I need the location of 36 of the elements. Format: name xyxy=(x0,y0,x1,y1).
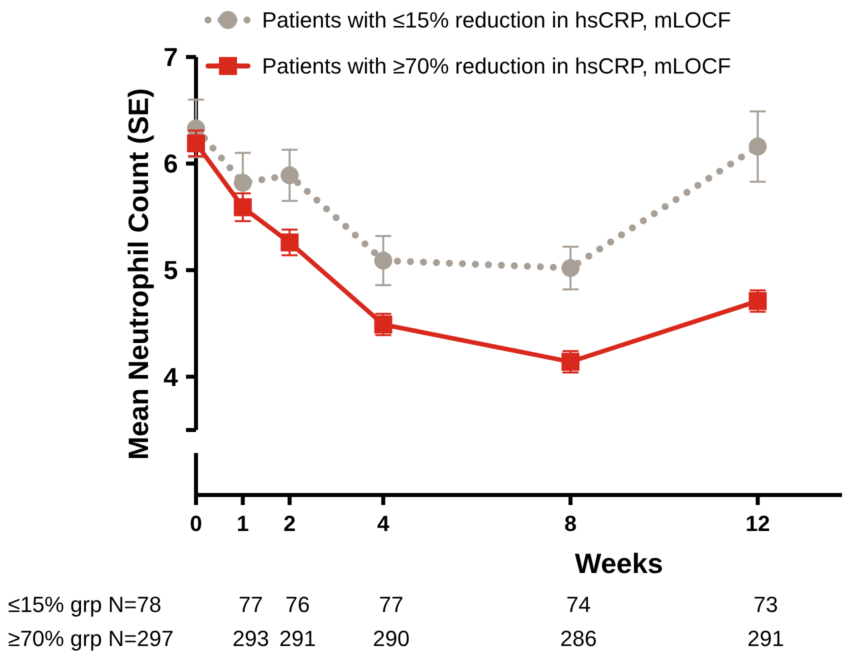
x-tick-label: 0 xyxy=(190,511,202,536)
text: ≥70% grp N=297 xyxy=(8,626,174,651)
y-tick-label: 7 xyxy=(164,42,178,72)
text: 73 xyxy=(753,592,778,617)
text: 77 xyxy=(379,592,404,617)
text: ≤15% grp N=78 xyxy=(8,592,162,617)
text: 290 xyxy=(372,626,410,651)
point xyxy=(187,134,205,152)
x-tick-label: 1 xyxy=(236,511,249,536)
text: 291 xyxy=(279,626,316,651)
point xyxy=(748,292,767,310)
text: 293 xyxy=(232,626,270,651)
point xyxy=(374,315,392,334)
y-axis-title: Mean Neutrophil Count (SE) xyxy=(123,88,154,460)
legend-label: Patients with ≤15% reduction in hsCRP, mLOCF xyxy=(262,8,731,33)
x-tick-label: 12 xyxy=(745,511,770,536)
y-tick-label: 4 xyxy=(164,362,179,392)
point xyxy=(280,233,299,252)
point xyxy=(374,252,392,270)
x-axis-title: Weeks xyxy=(574,548,664,579)
point xyxy=(748,138,767,156)
point xyxy=(280,166,299,184)
point xyxy=(234,198,252,216)
point xyxy=(561,259,580,278)
x-tick-label: 4 xyxy=(377,511,390,536)
x-tick-label: 8 xyxy=(564,511,577,536)
text: 77 xyxy=(238,592,264,617)
point xyxy=(234,174,252,192)
text: 286 xyxy=(560,626,597,651)
legend-label: Patients with ≥70% reduction in hsCRP, mLOCF xyxy=(262,54,731,79)
y-tick-label: 6 xyxy=(164,148,178,179)
text: 76 xyxy=(285,592,310,617)
y-tick-label: 5 xyxy=(164,255,178,286)
x-tick-label: 2 xyxy=(284,511,296,536)
text: 291 xyxy=(747,626,784,651)
text: 74 xyxy=(566,592,591,617)
